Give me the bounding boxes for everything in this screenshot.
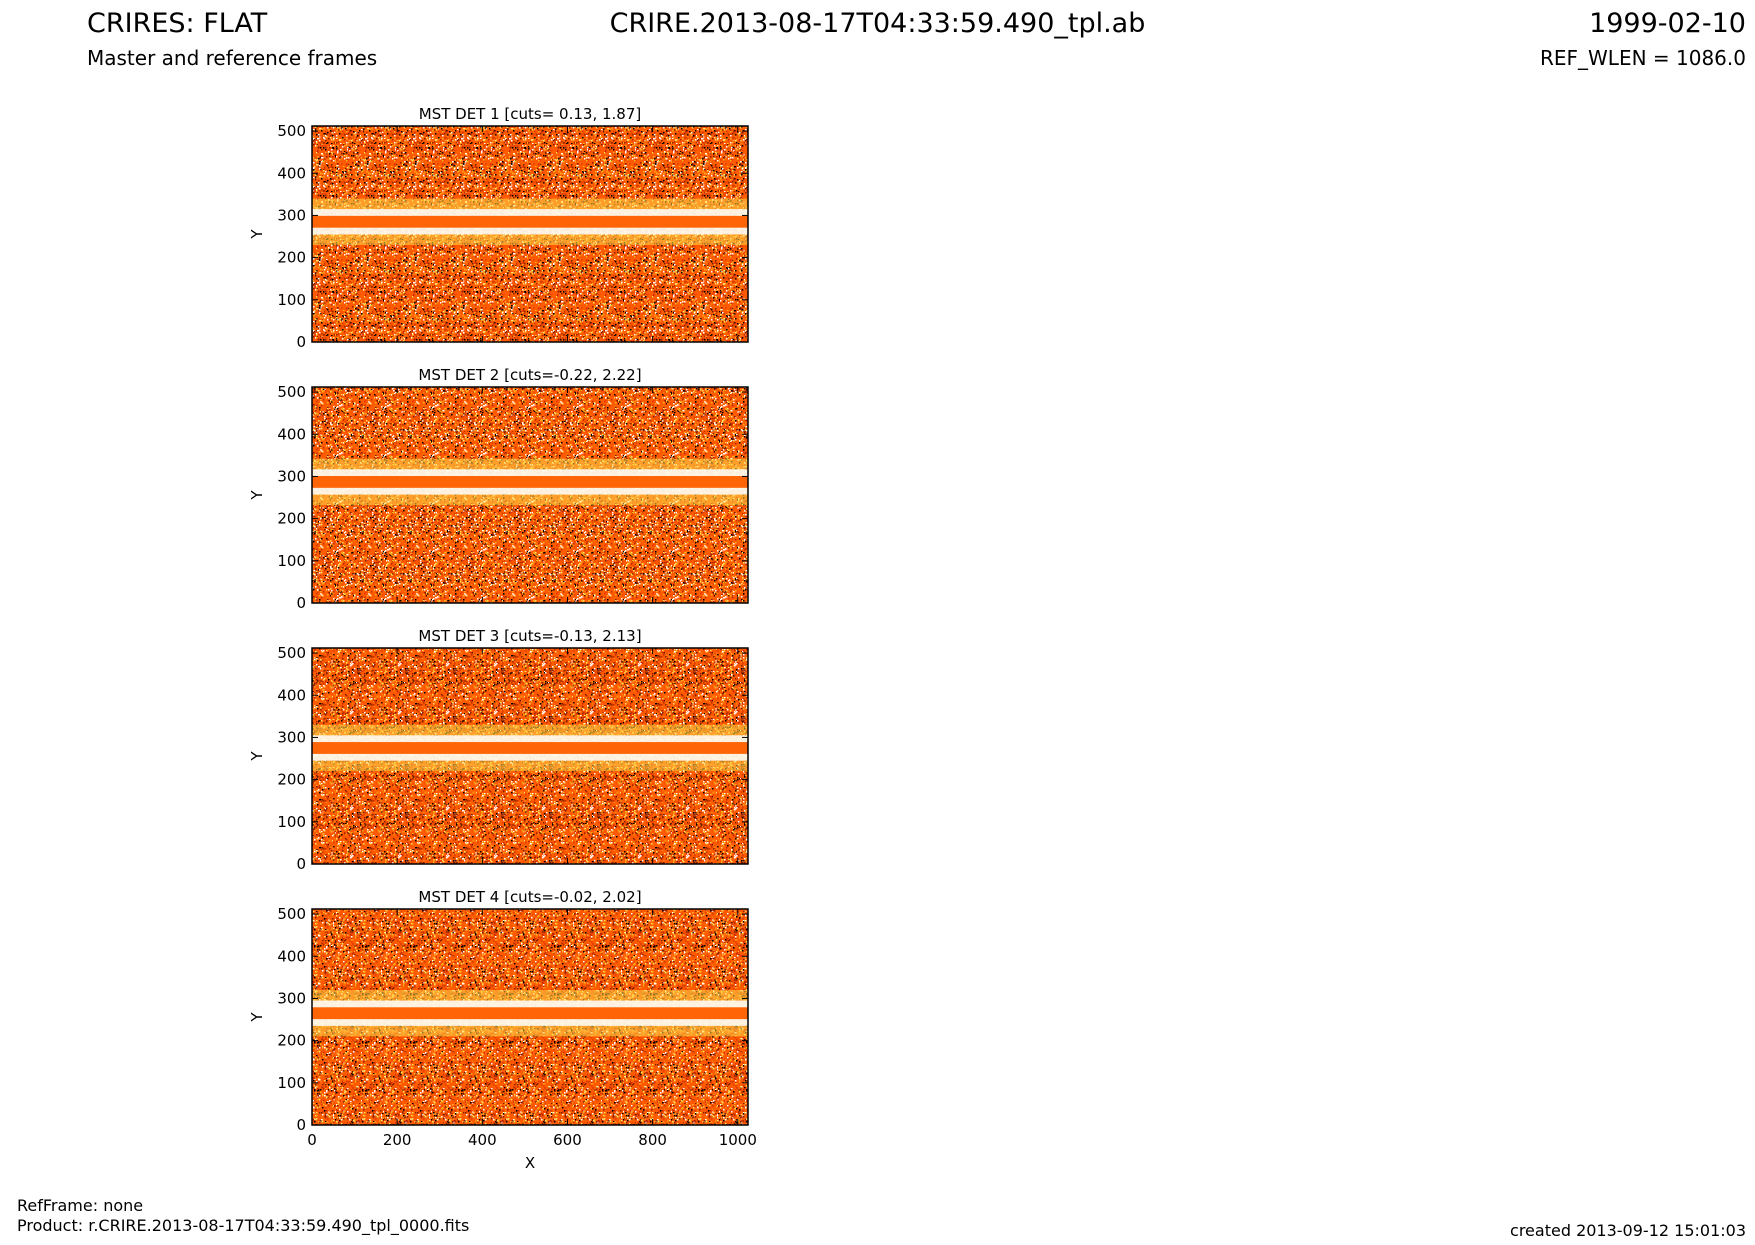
heatmap-image <box>312 909 748 1125</box>
y-tick-label: 200 <box>277 1032 306 1050</box>
y-tick-label: 0 <box>296 855 306 873</box>
y-tick-label: 300 <box>277 206 306 224</box>
band-stripe <box>312 1007 748 1020</box>
x-tick-label: 200 <box>383 1131 412 1149</box>
plot-frame <box>311 908 749 1126</box>
y-tick-label: 500 <box>277 644 306 662</box>
chart-title: MST DET 3 [cuts=-0.13, 2.13] <box>418 627 641 645</box>
plot-frame <box>311 647 749 865</box>
y-axis-label: Y <box>248 229 266 240</box>
chart-panel-1: 0 100 200 300 400 500 MST DET 1 [cuts= 0.13, 1… <box>248 105 749 351</box>
chart-title: MST DET 2 [cuts=-0.22, 2.22] <box>418 366 641 384</box>
y-tick-label: 400 <box>277 164 306 182</box>
file-title: CRIRE.2013-08-17T04:33:59.490_tpl.ab <box>609 8 1146 39</box>
y-tick-label: 100 <box>277 813 306 831</box>
y-axis-label: Y <box>248 490 266 501</box>
page-subtitle: Master and reference frames <box>87 46 378 70</box>
y-tick-label: 400 <box>277 947 306 965</box>
x-tick-label: 1000 <box>719 1131 757 1149</box>
y-tick-label: 100 <box>277 291 306 309</box>
plot-frame <box>311 125 749 343</box>
heatmap-image <box>312 648 748 864</box>
y-tick-label: 200 <box>277 510 306 528</box>
y-tick-label: 100 <box>277 552 306 570</box>
band-stripe <box>312 476 748 488</box>
y-tick-label: 0 <box>296 594 306 612</box>
y-tick-label: 300 <box>277 728 306 746</box>
footer-refframe: RefFrame: none <box>17 1196 144 1215</box>
x-tick-label: 800 <box>638 1131 667 1149</box>
y-tick-label: 300 <box>277 989 306 1007</box>
y-tick-label: 0 <box>296 333 306 351</box>
chart-panel-3: 0 100 200 300 400 500 MST DET 3 [cuts=-0.13, 2… <box>248 627 749 873</box>
x-tick-label: 600 <box>553 1131 582 1149</box>
x-axis-label: X <box>525 1154 535 1172</box>
heatmap-image <box>312 126 748 342</box>
plot-frame <box>311 386 749 604</box>
y-tick-label: 200 <box>277 249 306 267</box>
y-tick-label: 500 <box>277 383 306 401</box>
y-tick-label: 300 <box>277 467 306 485</box>
heatmap-image <box>312 387 748 603</box>
y-tick-label: 200 <box>277 771 306 789</box>
y-tick-label: 500 <box>277 905 306 923</box>
band-stripe <box>312 742 748 754</box>
y-axis-label: Y <box>248 1012 266 1023</box>
footer-product: Product: r.CRIRE.2013-08-17T04:33:59.490… <box>17 1216 470 1235</box>
chart-title: MST DET 1 [cuts= 0.13, 1.87] <box>419 105 642 123</box>
y-axis-label: Y <box>248 751 266 762</box>
ref-wlen-label: REF_WLEN = 1086.0 <box>1539 46 1746 70</box>
date-label: 1999-02-10 <box>1589 8 1746 39</box>
y-tick-label: 500 <box>277 122 306 140</box>
band-stripe <box>312 215 748 228</box>
y-tick-label: 400 <box>277 686 306 704</box>
y-tick-label: 400 <box>277 425 306 443</box>
y-tick-label: 100 <box>277 1074 306 1092</box>
x-tick-label: 400 <box>468 1131 497 1149</box>
y-tick-label: 0 <box>296 1116 306 1134</box>
footer-created: created 2013-09-12 15:01:03 <box>1510 1221 1746 1240</box>
page-title: CRIRES: FLAT <box>87 8 268 39</box>
chart-title: MST DET 4 [cuts=-0.02, 2.02] <box>418 888 641 906</box>
chart-panel-4: 0 100 200 300 400 500 0 200 400 600 800 1000 MST DET… <box>248 888 757 1172</box>
x-tick-label: 0 <box>307 1131 317 1149</box>
chart-panel-2: 0 100 200 300 400 500 MST DET 2 [cuts=-0.22, 2… <box>248 366 749 612</box>
